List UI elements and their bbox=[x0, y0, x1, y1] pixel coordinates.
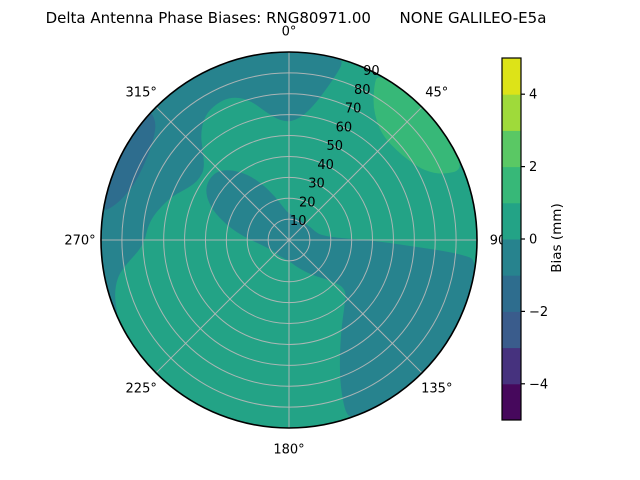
angular-tick-label: 180° bbox=[273, 443, 304, 458]
angular-tick-label: 270° bbox=[64, 234, 95, 249]
colorbar-segment bbox=[502, 130, 521, 168]
contour-region-northeast-green-arc bbox=[373, 77, 460, 174]
radial-tick-label: 80 bbox=[354, 83, 371, 98]
angular-tick-label: 45° bbox=[425, 86, 448, 101]
colorbar-tick-label: −4 bbox=[529, 377, 548, 392]
radial-tick-label: 60 bbox=[336, 120, 353, 135]
colorbar-segment bbox=[502, 383, 521, 421]
colorbar-segment bbox=[502, 347, 521, 385]
colorbar-segment bbox=[502, 275, 521, 312]
polar-grid bbox=[100, 51, 478, 429]
colorbar-tick-label: 0 bbox=[529, 233, 537, 248]
radial-tick-label: 10 bbox=[290, 214, 307, 229]
colorbar-segment bbox=[502, 94, 521, 131]
radial-tick-labels: 10 20 30 40 50 60 70 80 90 bbox=[290, 64, 380, 229]
polar-outline bbox=[100, 51, 478, 429]
colorbar-tick-label: −2 bbox=[529, 305, 548, 320]
angular-tick-label: 0° bbox=[282, 25, 297, 40]
colorbar-segment bbox=[502, 202, 521, 240]
contour-region-northwest-top-crescent bbox=[101, 52, 342, 314]
contour-region-west-rim-blue-sliver bbox=[104, 113, 156, 210]
grid-spoke bbox=[288, 239, 423, 374]
angular-tick-label: 135° bbox=[421, 381, 452, 396]
radial-tick-label: 30 bbox=[308, 177, 325, 192]
colorbar-tick-label: 2 bbox=[529, 160, 537, 175]
angular-tick-label: 315° bbox=[126, 86, 157, 101]
radial-tick-label: 50 bbox=[327, 139, 344, 154]
grid-spoke bbox=[155, 106, 290, 241]
grid-spoke bbox=[155, 239, 290, 374]
colorbar-segment bbox=[502, 239, 521, 276]
radial-tick-label: 90 bbox=[363, 64, 380, 79]
radial-tick-label: 20 bbox=[299, 196, 316, 211]
grid-spoke bbox=[288, 106, 423, 241]
colorbar-segment bbox=[502, 166, 521, 204]
chart-title: Delta Antenna Phase Biases: RNG80971.00 … bbox=[45, 9, 547, 27]
colorbar-axis-label: Bias (mm) bbox=[549, 203, 565, 272]
radial-tick-label: 70 bbox=[345, 102, 362, 117]
colorbar-segment bbox=[502, 311, 521, 349]
colorbar: −4 −2 0 2 4 Bias (mm) bbox=[501, 57, 565, 421]
colorbar-segment bbox=[502, 58, 521, 95]
contour-region-center-and-southeast-blob bbox=[206, 170, 475, 417]
colorbar-tick-label: 4 bbox=[529, 88, 537, 103]
angular-tick-label: 225° bbox=[126, 381, 157, 396]
radial-tick-label: 40 bbox=[317, 158, 334, 173]
